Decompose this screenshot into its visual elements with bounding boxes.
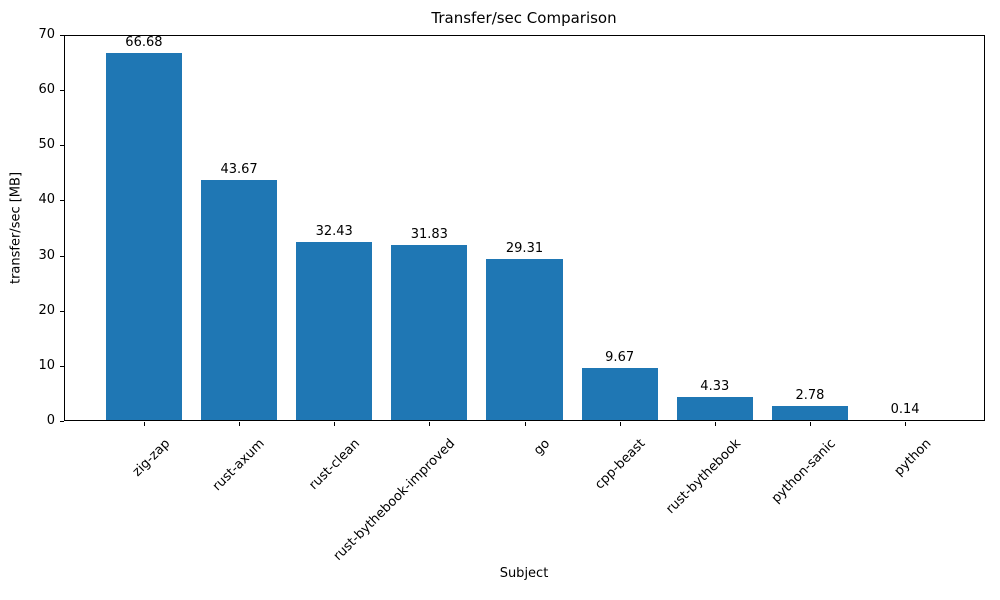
x-tick-mark xyxy=(809,422,811,426)
y-tick-label: 0 xyxy=(46,413,55,428)
x-tick-label: cpp-beast xyxy=(592,436,649,493)
bar-value-label: 43.67 xyxy=(220,162,258,177)
y-tick-mark xyxy=(60,310,64,312)
bar-value-label: 66.68 xyxy=(125,35,163,50)
x-tick-label: python xyxy=(891,436,934,480)
bar-value-label: 2.78 xyxy=(795,388,825,403)
bar-go xyxy=(486,259,563,421)
bar-value-label: 9.67 xyxy=(605,350,635,365)
bar-rust-axum xyxy=(201,180,278,421)
x-tick-mark xyxy=(334,422,336,426)
y-tick-mark xyxy=(60,255,64,257)
x-tick-label: rust-bythebook xyxy=(662,436,744,517)
x-tick-mark xyxy=(714,422,716,426)
bar-value-label: 4.33 xyxy=(700,379,730,394)
chart-title: Transfer/sec Comparison xyxy=(431,9,617,27)
y-tick-mark xyxy=(60,365,64,367)
x-tick-mark xyxy=(619,422,621,426)
y-tick-label: 20 xyxy=(38,302,55,318)
x-tick-mark xyxy=(239,422,241,426)
x-tick-label: zig-zap xyxy=(129,436,173,480)
y-tick-label: 10 xyxy=(38,357,55,373)
bar-value-label: 31.83 xyxy=(410,227,448,242)
y-tick-label: 70 xyxy=(38,27,55,42)
x-tick-label: rust-clean xyxy=(306,436,364,493)
y-tick-mark xyxy=(60,90,64,92)
y-tick-mark xyxy=(60,145,64,147)
bar-cpp-beast xyxy=(581,368,658,421)
x-tick-label: rust-axum xyxy=(210,436,268,495)
bar-rust-bythebook-improved xyxy=(391,245,468,421)
bar-rust-clean xyxy=(296,242,373,421)
x-axis-label: Subject xyxy=(499,566,549,581)
bar-zig-zap xyxy=(105,53,182,421)
bar-python-sanic xyxy=(771,406,848,421)
y-tick-mark xyxy=(60,200,64,202)
x-tick-mark xyxy=(905,422,907,426)
y-tick-label: 50 xyxy=(38,137,55,153)
y-tick-mark xyxy=(60,35,64,36)
bar-python xyxy=(867,420,944,421)
y-tick-label: 40 xyxy=(38,192,55,208)
y-tick-label: 60 xyxy=(38,82,55,98)
x-tick-mark xyxy=(429,422,431,426)
x-tick-mark xyxy=(524,422,526,426)
y-tick-label: 30 xyxy=(38,247,55,263)
x-tick-label: python-sanic xyxy=(768,436,839,507)
bar-rust-bythebook xyxy=(676,397,753,421)
y-axis-label: transfer/sec [MB] xyxy=(8,171,24,285)
y-tick-mark xyxy=(60,421,64,422)
bar-value-label: 29.31 xyxy=(505,241,544,256)
bar-value-label: 32.43 xyxy=(315,224,353,239)
x-tick-mark xyxy=(143,422,145,426)
x-tick-label: go xyxy=(531,436,554,459)
bar-value-label: 0.14 xyxy=(890,402,920,417)
